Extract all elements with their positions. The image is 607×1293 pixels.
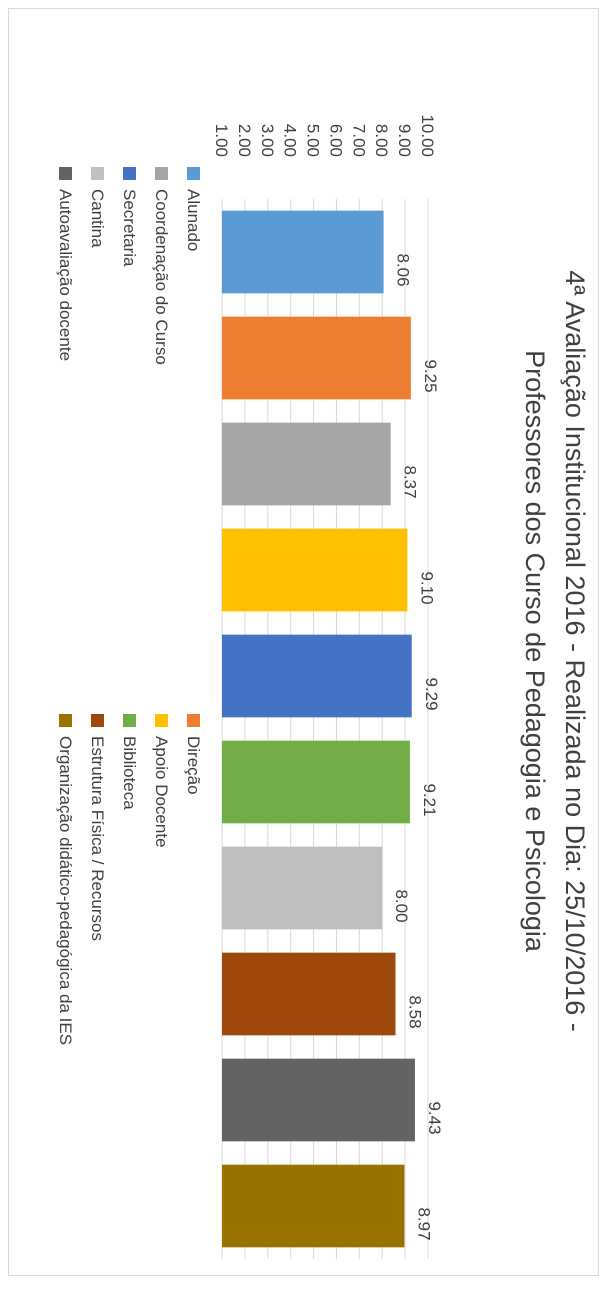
bar — [222, 316, 411, 400]
bar — [222, 210, 384, 294]
legend-swatch — [155, 714, 168, 727]
legend-swatch — [123, 167, 136, 180]
y-tick-label: 9.00 — [395, 124, 414, 157]
data-label: 9.10 — [417, 571, 436, 604]
data-labels: 8.06 9.25 8.37 9.10 9.29 9.21 8.00 8.58 9.43 8.97 — [392, 253, 444, 1240]
legend-swatch — [91, 167, 104, 180]
y-tick-label: 5.00 — [304, 124, 323, 157]
legend-swatch — [59, 714, 72, 727]
data-label: 8.06 — [394, 253, 413, 286]
legend-label: Apoio Docente — [152, 736, 171, 848]
chart-frame: 4ª Avaliação Institucional 2016 - Realiz… — [8, 8, 599, 1276]
chart-title-line-1: 4ª Avaliação Institucional 2016 - Realiz… — [560, 270, 590, 1032]
data-label: 9.21 — [420, 783, 439, 816]
legend-label: Estrutura Física / Recursos — [88, 736, 107, 941]
legend-label: Organização didático-pedagógica da IES — [56, 736, 75, 1045]
data-label: 8.00 — [392, 889, 411, 922]
legend-label: Autoavaliação docente — [56, 189, 75, 361]
legend: Alunado Direção Coordenação do Curso Apoio … — [56, 167, 203, 1045]
data-label: 8.37 — [401, 465, 420, 498]
legend-label: Cantina — [88, 189, 107, 248]
y-tick-label: 8.00 — [372, 124, 391, 157]
bar — [222, 846, 383, 930]
chart-title-line-2: Professores dos Curso de Pedagogia e Psi… — [520, 350, 550, 953]
legend-swatch — [59, 167, 72, 180]
y-tick-label: 3.00 — [258, 124, 277, 157]
data-label: 9.25 — [421, 359, 440, 392]
data-label: 8.97 — [414, 1207, 433, 1240]
y-tick-label: 1.00 — [212, 124, 231, 157]
chart-title: 4ª Avaliação Institucional 2016 - Realiz… — [520, 270, 590, 1032]
legend-swatch — [123, 714, 136, 727]
chart-stage: 4ª Avaliação Institucional 2016 - Realiz… — [9, 9, 607, 1293]
bar — [222, 528, 408, 612]
legend-label: Secretaria — [120, 189, 139, 267]
bar — [222, 1058, 415, 1142]
bar — [222, 952, 396, 1036]
legend-swatch — [155, 167, 168, 180]
legend-label: Coordenação do Curso — [152, 189, 171, 365]
y-tick-label: 10.00 — [418, 114, 437, 157]
y-tick-label: 2.00 — [235, 124, 254, 157]
legend-swatch — [91, 714, 104, 727]
bar — [222, 1164, 405, 1248]
y-tick-label: 4.00 — [281, 124, 300, 157]
bar-chart: 4ª Avaliação Institucional 2016 - Realiz… — [56, 114, 590, 1259]
bar — [222, 634, 412, 718]
data-label: 9.43 — [425, 1101, 444, 1134]
data-label: 9.29 — [422, 677, 441, 710]
y-axis: 1.00 2.00 3.00 4.00 5.00 6.00 7.00 8.00 9.00 10.0… — [212, 114, 437, 157]
legend-swatch — [187, 714, 200, 727]
data-label: 8.58 — [405, 995, 424, 1028]
legend-swatch — [187, 167, 200, 180]
legend-label: Direção — [184, 736, 203, 795]
bar — [222, 422, 391, 506]
y-tick-label: 6.00 — [326, 124, 345, 157]
bar — [222, 740, 410, 824]
legend-label: Biblioteca — [120, 736, 139, 810]
y-tick-label: 7.00 — [349, 124, 368, 157]
bars — [222, 210, 415, 1248]
legend-label: Alunado — [184, 189, 203, 251]
